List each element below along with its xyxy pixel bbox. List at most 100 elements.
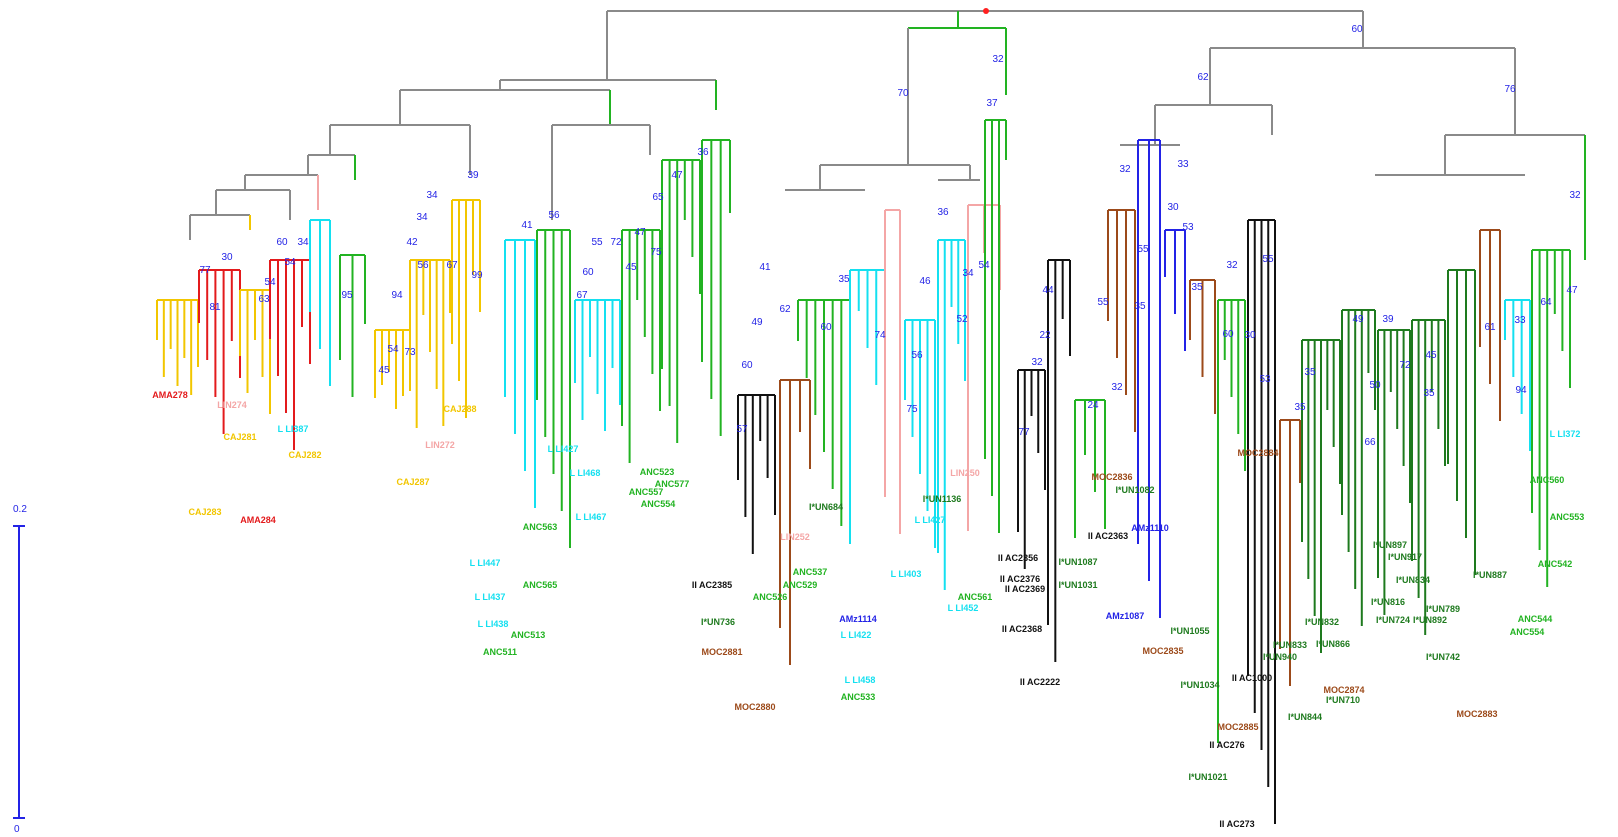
tip-label: I*UN789 (1426, 604, 1460, 614)
bootstrap-value: 75 (650, 247, 662, 258)
bootstrap-labels: 60 70 32 62 76 37 32 36 65 47 39 34 34 42 56 67 99 94 54 73… (199, 24, 1581, 448)
tip-label: ANC560 (1530, 475, 1565, 485)
tip-label: I*UN832 (1305, 617, 1339, 627)
tip-label: II AC276 (1209, 740, 1244, 750)
tip-label: CAJ281 (223, 432, 256, 442)
bootstrap-value: 36 (697, 147, 709, 158)
bootstrap-value: 35 (1423, 388, 1435, 399)
bootstrap-value: 34 (297, 237, 309, 248)
bootstrap-value: 36 (937, 207, 949, 218)
scale-bar-top-label: 0.2 (13, 504, 27, 515)
bootstrap-value: 35 (1304, 367, 1316, 378)
bootstrap-value: 33 (1177, 159, 1189, 170)
bootstrap-value: 46 (919, 276, 931, 287)
tip-label: L LI468 (570, 468, 601, 478)
bootstrap-value: 54 (387, 344, 399, 355)
bootstrap-value: 67 (576, 290, 588, 301)
bootstrap-value: 76 (1504, 84, 1516, 95)
bootstrap-value: 37 (986, 98, 998, 109)
tip-label: I*UN897 (1373, 540, 1407, 550)
bootstrap-value: 32 (1569, 190, 1581, 201)
bootstrap-value: 45 (1425, 350, 1437, 361)
bootstrap-value: 99 (471, 270, 483, 281)
tip-label: ANC554 (641, 499, 676, 509)
tip-label: L LI458 (845, 675, 876, 685)
tip-label: ANC537 (793, 567, 828, 577)
scale-bar-bottom-label: 0 (14, 824, 20, 835)
bootstrap-value: 35 (1134, 301, 1146, 312)
bootstrap-value: 41 (521, 220, 533, 231)
bootstrap-value: 34 (426, 190, 438, 201)
bootstrap-value: 60 (1222, 329, 1234, 340)
tip-label: MOC2883 (1456, 709, 1497, 719)
tip-label: CAJ287 (396, 477, 429, 487)
bootstrap-value: 53 (1259, 374, 1271, 385)
tip-label: I*UN940 (1263, 652, 1297, 662)
bootstrap-value: 74 (874, 330, 886, 341)
bootstrap-value: 77 (1018, 427, 1030, 438)
bootstrap-value: 30 (1244, 330, 1256, 341)
tip-label: L LI427 (548, 444, 579, 454)
tip-label: I*UN833 (1273, 640, 1307, 650)
bootstrap-value: 39 (1382, 314, 1394, 325)
tip-label: CAJ283 (188, 507, 221, 517)
bootstrap-value: 94 (391, 290, 403, 301)
bootstrap-value: 64 (1540, 297, 1552, 308)
bootstrap-value: 54 (978, 260, 990, 271)
tip-label: II AC2369 (1005, 584, 1045, 594)
tip-labels: AMA278 LIN274 CAJ283 AMA284 L LI387 LIN272 CAJ… (152, 390, 1584, 829)
tip-label: MOC2835 (1142, 646, 1183, 656)
bootstrap-value: 81 (209, 302, 221, 313)
bootstrap-value: 57 (736, 424, 748, 435)
bootstrap-value: 47 (1566, 285, 1578, 296)
tip-label: MOC2885 (1217, 722, 1258, 732)
tip-label: L LI372 (1550, 429, 1581, 439)
tip-label: I*UN834 (1396, 575, 1430, 585)
bootstrap-value: 67 (446, 260, 458, 271)
tip-label: I*UN887 (1473, 570, 1507, 580)
tip-label: II AC2363 (1088, 531, 1128, 541)
bootstrap-value: 32 (1119, 164, 1131, 175)
tip-label: I*UN724 (1376, 615, 1410, 625)
bootstrap-value: 44 (1042, 285, 1054, 296)
bootstrap-value: 35 (838, 274, 850, 285)
bootstrap-value: 56 (417, 260, 429, 271)
tip-label: LIN272 (425, 440, 455, 450)
tip-label: ANC523 (640, 467, 675, 477)
tip-label: ANC561 (958, 592, 993, 602)
bootstrap-value: 41 (759, 262, 771, 273)
bootstrap-value: 32 (992, 54, 1004, 65)
tip-label: L LI452 (948, 603, 979, 613)
bootstrap-value: 60 (1351, 24, 1363, 35)
bootstrap-value: 49 (751, 317, 763, 328)
tip-label: II AC2222 (1020, 677, 1060, 687)
bootstrap-value: 95 (341, 290, 353, 301)
tip-label: I*UN844 (1288, 712, 1322, 722)
tip-label: I*UN1087 (1058, 557, 1097, 567)
bootstrap-value: 49 (1352, 314, 1364, 325)
bootstrap-value: 55 (591, 237, 603, 248)
bootstrap-value: 56 (911, 350, 923, 361)
bootstrap-value: 32 (1031, 357, 1043, 368)
scale-bar: 0.2 0 (13, 504, 27, 835)
tip-label: L LI387 (278, 424, 309, 434)
tip-label: L LI422 (841, 630, 872, 640)
bootstrap-value: 24 (1087, 400, 1099, 411)
bootstrap-value: 33 (1514, 315, 1526, 326)
bootstrap-value: 77 (199, 265, 211, 276)
bootstrap-value: 70 (897, 88, 909, 99)
tip-label: I*UN684 (809, 502, 843, 512)
tip-label: I*UN816 (1371, 597, 1405, 607)
tip-label: MOC2880 (734, 702, 775, 712)
bootstrap-value: 55 (1097, 297, 1109, 308)
bootstrap-value: 47 (634, 227, 646, 238)
bootstrap-value: 73 (404, 347, 416, 358)
bootstrap-value: 50 (1369, 380, 1381, 391)
tip-label: ANC557 (629, 487, 664, 497)
tip-label: I*UN1136 (923, 494, 962, 504)
tip-label: II AC273 (1219, 819, 1254, 829)
tip-label: L LI447 (470, 558, 501, 568)
bootstrap-value: 45 (625, 262, 637, 273)
tip-label: ANC533 (841, 692, 876, 702)
